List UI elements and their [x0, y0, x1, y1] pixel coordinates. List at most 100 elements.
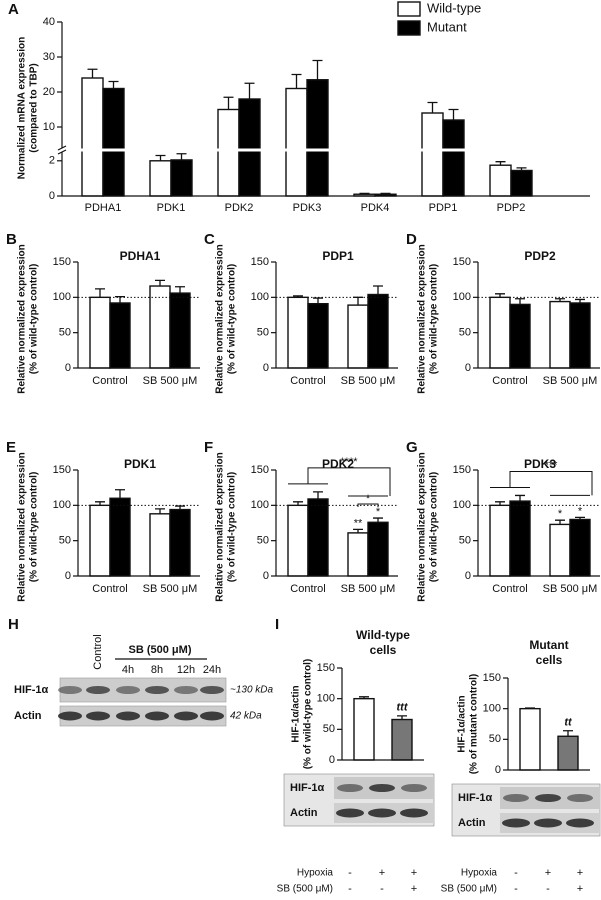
legend-label: Wild-type [427, 0, 481, 15]
y-axis-label: Relative normalized expression [215, 452, 226, 602]
blot-band [86, 711, 110, 721]
y-axis-label: HIF-1α/actin [457, 695, 468, 752]
x-tick-label: PDK4 [361, 202, 390, 214]
x-tick-label: SB 500 μM [543, 583, 598, 595]
x-tick-label: Control [492, 375, 527, 387]
y-tick-label: 0 [49, 190, 55, 202]
bar [557, 735, 579, 771]
y-tick-label: 0 [65, 362, 71, 374]
panel-letter: D [406, 231, 417, 248]
condition-sign: - [348, 883, 352, 895]
blot-band [503, 794, 529, 802]
error-bar [313, 491, 323, 499]
error-bar [555, 519, 565, 525]
y-tick-label: 150 [317, 662, 335, 674]
blot-band [336, 808, 364, 818]
y-tick-label: 0 [263, 362, 269, 374]
axis-break [63, 148, 591, 152]
error-bar [95, 288, 105, 298]
bar [442, 119, 465, 197]
panel-letter: F [204, 439, 213, 456]
y-tick-label: 20 [43, 86, 55, 98]
x-tick-label: SB 500 μM [341, 375, 396, 387]
x-tick-label: PDP1 [429, 202, 458, 214]
lane-label: Control [92, 634, 104, 669]
condition-sign: - [348, 867, 352, 879]
y-tick-label: 50 [59, 535, 71, 547]
condition-label: SB (500 μM) [441, 884, 497, 895]
error-bar [95, 501, 105, 506]
y-tick-label: 0 [465, 362, 471, 374]
panel-letter: E [6, 439, 16, 456]
blot-band [58, 686, 82, 694]
x-tick-label: Control [290, 375, 325, 387]
error-bar [516, 167, 527, 171]
error-bar [175, 286, 185, 294]
blot-band [401, 784, 427, 792]
lane-label: 8h [151, 664, 163, 676]
y-tick-label: 0 [65, 570, 71, 582]
chart-title: PDP1 [322, 249, 354, 263]
error-bar [155, 508, 165, 514]
panel-letter: H [8, 616, 19, 633]
lane-label: 12h [177, 664, 195, 676]
y-tick-label: 150 [251, 256, 269, 268]
blot-label: HIF-1α [14, 684, 49, 696]
significance-label: *** [545, 459, 559, 471]
bar [569, 518, 591, 577]
significance-label: ** [354, 517, 363, 529]
panel-letter: B [6, 231, 17, 248]
x-tick-label: SB 500 μM [543, 375, 598, 387]
condition-sign: + [545, 867, 551, 879]
y-tick-label: 0 [495, 764, 501, 776]
error-bar [313, 297, 323, 304]
blot-label: Actin [290, 807, 318, 819]
significance-label: * [366, 493, 371, 505]
lane-label: 4h [122, 664, 134, 676]
error-bar [575, 516, 585, 520]
y-axis-label: (% of wild-type control) [227, 264, 238, 375]
y-axis-label: (% of wild-type control) [429, 264, 440, 375]
blot-band [200, 711, 224, 721]
y-axis-label: (% of wild-type control) [227, 472, 238, 583]
condition-sign: + [411, 867, 417, 879]
blot-band [145, 686, 169, 694]
condition-sign: + [577, 867, 583, 879]
condition-sign: - [514, 883, 518, 895]
y-tick-label: 2 [49, 155, 55, 167]
blot-band [174, 711, 198, 721]
condition-sign: + [411, 883, 417, 895]
comparison-bracket [490, 470, 593, 496]
error-bar [353, 528, 363, 533]
x-tick-label: Control [92, 583, 127, 595]
blot-band [534, 818, 562, 828]
chart-title: Mutant [529, 638, 568, 652]
blot-band [567, 794, 593, 802]
error-bar [448, 108, 459, 120]
comparison-bracket [288, 467, 391, 497]
y-tick-label: 50 [323, 723, 335, 735]
y-axis-label: (% of wild-type control) [29, 264, 40, 375]
y-axis-label: (% of wild-type control) [429, 472, 440, 583]
bar [347, 304, 369, 369]
bar [238, 98, 261, 197]
y-tick-label: 50 [459, 535, 471, 547]
chart-title: PDK3 [524, 457, 556, 471]
blot-band [116, 711, 140, 721]
error-bar [312, 59, 323, 80]
error-bar [495, 293, 505, 298]
blot-label: HIF-1α [458, 792, 493, 804]
x-tick-label: Control [492, 583, 527, 595]
y-tick-label: 50 [257, 327, 269, 339]
y-tick-label: 100 [53, 291, 71, 303]
error-bar [495, 161, 506, 166]
bar [347, 532, 369, 577]
error-bar [563, 730, 573, 737]
panel-letter: A [8, 1, 19, 18]
x-tick-label: PDK2 [225, 202, 254, 214]
bar [569, 302, 591, 369]
y-tick-label: 40 [43, 16, 55, 28]
blot-band [369, 784, 395, 792]
bar [287, 504, 309, 577]
